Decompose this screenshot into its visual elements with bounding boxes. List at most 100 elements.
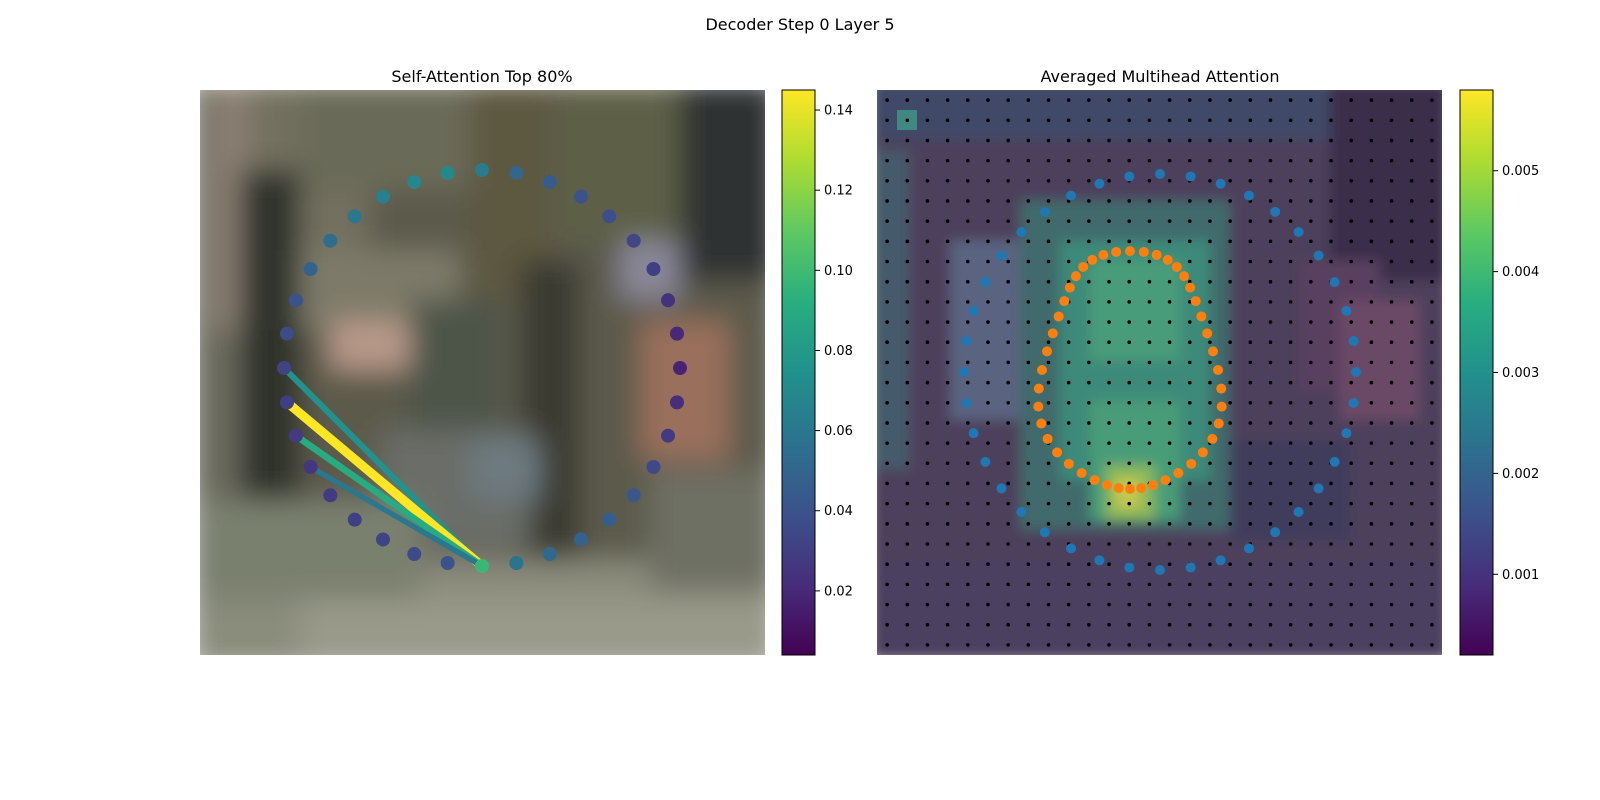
orange-point — [1113, 483, 1124, 494]
blue-point — [1348, 397, 1359, 408]
ring-point — [440, 166, 455, 181]
grid-point — [885, 179, 889, 183]
orange-point — [1216, 383, 1227, 394]
grid-point — [1127, 643, 1132, 647]
grid-point — [1248, 279, 1253, 284]
grid-point — [1228, 158, 1232, 163]
grid-point — [1309, 582, 1313, 587]
grid-point — [1288, 340, 1293, 345]
grid-point — [1026, 219, 1031, 223]
orange-point — [1138, 246, 1149, 257]
grid-point — [1228, 239, 1232, 244]
grid-point — [1309, 300, 1313, 304]
grid-point — [1349, 138, 1353, 143]
grid-point — [1369, 300, 1374, 304]
blue-point — [1243, 543, 1254, 554]
orange-point — [1125, 484, 1135, 494]
grid-point — [966, 441, 970, 445]
grid-point — [1228, 138, 1232, 143]
grid-point — [1409, 481, 1414, 486]
grid-point — [1167, 158, 1172, 163]
orange-point — [1216, 401, 1227, 412]
grid-point — [966, 360, 970, 365]
grid-point — [905, 481, 910, 486]
grid-point — [1046, 300, 1051, 304]
grid-point — [1309, 501, 1313, 506]
grid-point — [1147, 158, 1152, 163]
grid-point — [945, 259, 950, 264]
colorbar-tick-label: 0.04 — [824, 504, 853, 519]
attention-line — [284, 398, 485, 570]
orange-point — [1042, 433, 1053, 444]
grid-point — [1248, 562, 1253, 566]
grid-point — [1309, 441, 1313, 445]
grid-point — [925, 400, 930, 405]
orange-point — [1033, 401, 1044, 412]
grid-point — [945, 138, 950, 143]
grid-point — [1187, 98, 1192, 102]
grid-point — [1409, 98, 1414, 102]
grid-point — [1187, 118, 1192, 123]
grid-point — [1369, 421, 1374, 425]
grid-point — [1107, 239, 1111, 244]
grid-point — [1288, 320, 1293, 324]
blue-point — [1270, 206, 1281, 217]
grid-point — [1127, 461, 1132, 466]
grid-point — [1268, 259, 1273, 264]
ring-point — [303, 460, 318, 474]
grid-point — [925, 643, 930, 647]
grid-point — [1208, 158, 1212, 163]
blue-point — [1066, 190, 1077, 201]
grid-point — [1369, 461, 1374, 466]
grid-point — [986, 501, 990, 506]
grid-point — [885, 279, 889, 284]
grid-point — [1248, 441, 1253, 445]
left-colorbar: 0.02 0.04 0.06 0.08 0.10 0.12 0.14 — [781, 89, 853, 656]
grid-point — [1006, 542, 1010, 546]
grid-point — [905, 562, 910, 566]
blue-point — [1124, 562, 1135, 573]
grid-point — [1107, 158, 1111, 163]
grid-point — [1228, 582, 1232, 587]
grid-point — [1409, 582, 1414, 587]
grid-point — [1248, 643, 1253, 647]
grid-point — [1248, 340, 1253, 345]
grid-point — [1268, 643, 1273, 647]
grid-point — [1087, 643, 1091, 647]
grid-point — [945, 380, 950, 385]
grid-point — [1087, 98, 1091, 102]
grid-point — [1228, 542, 1232, 546]
grid-point — [945, 158, 950, 163]
grid-point — [1066, 138, 1071, 143]
grid-point — [905, 421, 910, 425]
grid-point — [1329, 643, 1333, 647]
grid-point — [1066, 501, 1071, 506]
grid-point — [1409, 300, 1414, 304]
grid-point — [1228, 380, 1232, 385]
grid-point — [1046, 219, 1051, 223]
grid-point — [1187, 400, 1192, 405]
grid-point — [1329, 199, 1333, 203]
grid-point — [1087, 421, 1091, 425]
grid-point — [885, 320, 889, 324]
grid-point — [1309, 259, 1313, 264]
grid-point — [1309, 602, 1313, 607]
grid-point — [1026, 279, 1031, 284]
grid-point — [925, 542, 930, 546]
orange-point — [1036, 418, 1047, 429]
grid-point — [905, 643, 910, 647]
grid-point — [986, 622, 990, 627]
grid-point — [1046, 421, 1051, 425]
grid-point — [1147, 380, 1152, 385]
figure-title: Decoder Step 0 Layer 5 — [705, 15, 894, 34]
grid-point — [1329, 239, 1333, 244]
grid-point — [1167, 582, 1172, 587]
grid-point — [945, 98, 950, 102]
blue-point — [1341, 428, 1352, 439]
blue-point — [961, 336, 972, 347]
grid-point — [945, 562, 950, 566]
grid-point — [1187, 622, 1192, 627]
orange-point — [1186, 458, 1197, 469]
grid-point — [1006, 360, 1010, 365]
grid-point — [1228, 461, 1232, 466]
